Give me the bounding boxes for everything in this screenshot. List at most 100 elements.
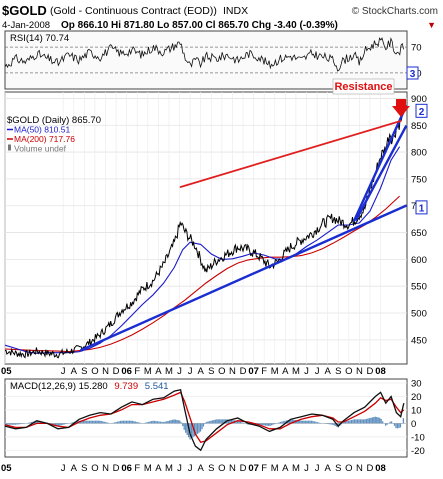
price-tick-label: 650 xyxy=(411,228,427,239)
marker-label: 2 xyxy=(419,107,425,118)
exchange-label: INDX xyxy=(223,5,248,17)
time-axis-label: 08 xyxy=(375,366,386,377)
time-axis-label: N xyxy=(229,366,236,377)
time-axis-label: J xyxy=(315,366,320,377)
time-axis-label: S xyxy=(208,366,214,377)
time-axis-label: A xyxy=(282,463,289,474)
time-axis-label: D xyxy=(367,366,374,377)
macd-frame xyxy=(4,378,408,458)
macd-label-histogram: 5.541 xyxy=(145,381,169,392)
time-axis-label: O xyxy=(345,463,352,474)
macd-signal-line xyxy=(4,391,405,443)
time-axis-label: A xyxy=(155,366,162,377)
rsi-label: RSI(14) 70.74 xyxy=(10,33,69,44)
time-axis-label: J xyxy=(61,463,66,474)
time-axis-label: J xyxy=(304,463,309,474)
quote-line: Op 866.10 Hi 871.80 Lo 857.00 Cl 865.70 … xyxy=(61,20,338,31)
time-axis-label: S xyxy=(335,366,341,377)
gold-price-line xyxy=(4,114,404,359)
time-axis-label: S xyxy=(335,463,341,474)
time-axis-label: J xyxy=(315,463,320,474)
time-axis-label: F xyxy=(261,366,267,377)
time-axis-label: N xyxy=(102,366,109,377)
time-axis-label: M xyxy=(271,463,279,474)
price-tick-label: 900 xyxy=(411,94,427,105)
legend-entry: Volume undef xyxy=(14,144,67,154)
macd-panel: 30 20 10 0 -10 -20 MACD(12,26,9) 15.280 9.739… xyxy=(4,378,425,458)
price-tick-label: 750 xyxy=(411,174,427,185)
time-axis-label: M xyxy=(292,366,300,377)
time-axis-label: F xyxy=(134,366,140,377)
time-axis-label: 06 xyxy=(121,463,132,474)
marker-label: 1 xyxy=(419,203,425,214)
watermark-text: © StockCharts.com xyxy=(352,6,438,17)
date-label: 4-Jan-2008 xyxy=(2,20,50,31)
macd-tick-label: 20 xyxy=(411,392,422,403)
time-axis-label: J xyxy=(188,463,193,474)
time-axis-label: 05 xyxy=(1,463,12,474)
time-axis-label: J xyxy=(177,463,182,474)
macd-tick-label: -10 xyxy=(411,432,425,443)
legend-entry: $GOLD (Daily) 865.70 xyxy=(7,115,101,126)
rsi-line xyxy=(4,37,404,72)
time-axis-label: J xyxy=(177,366,182,377)
macd-tick-label: -20 xyxy=(411,446,425,457)
time-axis-label: A xyxy=(71,463,78,474)
time-axis-label: A xyxy=(155,463,162,474)
time-axis-label: O xyxy=(91,366,98,377)
symbol-title: $GOLD xyxy=(2,3,47,18)
time-axis-label: S xyxy=(208,463,214,474)
time-axis-label: N xyxy=(229,463,236,474)
time-axis-label: 08 xyxy=(375,463,386,474)
marker-box xyxy=(415,103,428,118)
macd-label-signal: 9.739 xyxy=(114,381,138,392)
time-axis-label: F xyxy=(261,463,267,474)
time-axis-label: D xyxy=(240,463,247,474)
ma200-line xyxy=(4,195,400,353)
time-axis-label: 05 xyxy=(1,366,12,377)
time-axis-label: 06 xyxy=(121,366,132,377)
time-axis-label: A xyxy=(324,463,331,474)
macd-label-main: MACD(12,26,9) 15.280 xyxy=(10,381,108,392)
legend-swatch xyxy=(8,144,11,151)
support-trendline xyxy=(352,105,408,222)
time-axis-label: D xyxy=(367,463,374,474)
rsi-marker-label: 3 xyxy=(410,69,416,80)
resistance-label: Resistance xyxy=(334,81,392,93)
rsi-tick-label: 70 xyxy=(411,43,422,54)
time-axis-label: O xyxy=(345,366,352,377)
macd-tick-label: 0 xyxy=(411,419,416,430)
time-axis-label: O xyxy=(91,463,98,474)
price-tick-label: 450 xyxy=(411,335,427,346)
time-axis-label: D xyxy=(113,463,120,474)
time-axis-label: F xyxy=(134,463,140,474)
time-axis-label: 07 xyxy=(248,366,259,377)
time-axis-label: N xyxy=(356,366,363,377)
price-tick-label: 850 xyxy=(411,121,427,132)
resistance-trendline xyxy=(179,120,402,188)
resistance-annotation: Resistance xyxy=(332,78,410,117)
down-triangle-icon: ▼ xyxy=(427,20,436,30)
macd-tick-label: 10 xyxy=(411,405,422,416)
rsi-marker-3: 3 xyxy=(406,66,419,80)
time-axis-label: O xyxy=(218,463,225,474)
support-trendline xyxy=(79,204,408,352)
time-axis-label: S xyxy=(81,463,87,474)
down-arrow-icon xyxy=(392,99,410,117)
instrument-name: (Gold - Continuous Contract (EOD)) xyxy=(50,5,217,17)
legend-entry: MA(50) 810.51 xyxy=(14,125,70,135)
time-axis-label: M xyxy=(144,463,152,474)
resistance-box xyxy=(332,78,395,95)
time-axis-label: M xyxy=(144,366,152,377)
time-axis-label: D xyxy=(240,366,247,377)
time-axis-label: A xyxy=(198,463,205,474)
time-axis-label: A xyxy=(198,366,205,377)
time-axis-label: M xyxy=(165,366,173,377)
time-axis-label: A xyxy=(71,366,78,377)
time-axis-label: J xyxy=(304,366,309,377)
time-axis-label: N xyxy=(356,463,363,474)
macd-line xyxy=(4,389,405,452)
marker-box xyxy=(415,200,428,215)
time-axis-label: S xyxy=(81,366,87,377)
